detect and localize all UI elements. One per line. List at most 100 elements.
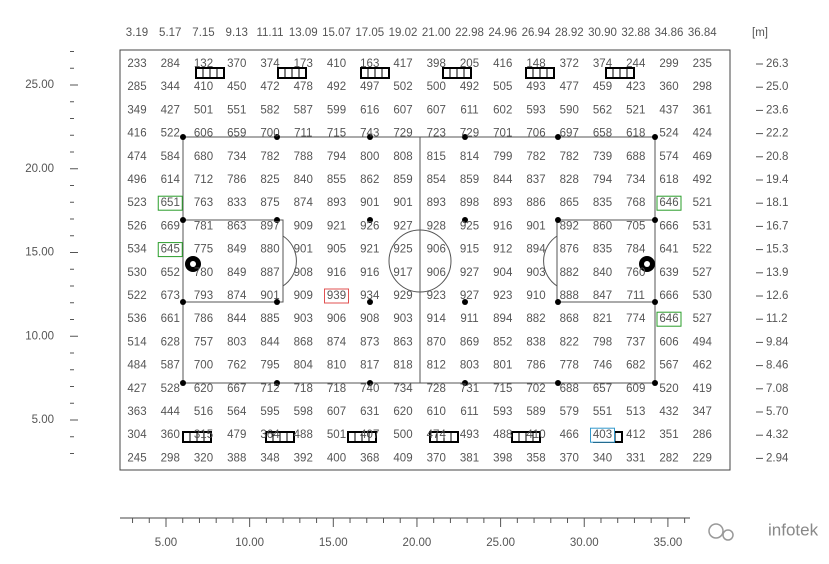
illuminance-value: 493 — [526, 81, 545, 93]
illuminance-value: 917 — [393, 267, 412, 279]
illuminance-value: 530 — [127, 267, 146, 279]
illuminance-value: 774 — [626, 313, 646, 325]
illuminance-value: 763 — [194, 197, 213, 209]
illuminance-value: 400 — [327, 452, 346, 464]
illuminance-value: 551 — [593, 406, 612, 418]
illuminance-value: 500 — [427, 81, 446, 93]
illuminance-value: 921 — [327, 220, 346, 232]
right-axis-label: 13.9 — [766, 267, 788, 279]
illuminance-value: 817 — [360, 360, 379, 372]
illuminance-value: 888 — [560, 290, 579, 302]
illuminance-value: 609 — [626, 383, 645, 395]
illuminance-value: 416 — [493, 58, 512, 70]
illuminance-value: 466 — [560, 429, 579, 441]
illuminance-value: 492 — [460, 81, 479, 93]
illuminance-value: 880 — [260, 244, 279, 256]
illuminance-value: 658 — [593, 128, 612, 140]
illuminance-value: 844 — [493, 174, 513, 186]
illuminance-value: 349 — [127, 104, 146, 116]
illuminance-value: 530 — [693, 290, 712, 302]
illuminance-value: 740 — [360, 383, 379, 395]
illuminance-value: 361 — [693, 104, 712, 116]
illuminance-value: 528 — [161, 383, 180, 395]
illuminance-value: 680 — [194, 151, 213, 163]
illuminance-value: 374 — [260, 58, 280, 70]
illuminance-value: 410 — [327, 58, 346, 70]
highlight-box — [157, 195, 183, 211]
illuminance-value: 914 — [427, 313, 447, 325]
top-axis-label: 34.86 — [655, 27, 684, 39]
illuminance-value: 688 — [626, 151, 645, 163]
illuminance-value: 661 — [161, 313, 180, 325]
illuminance-value: 905 — [327, 244, 346, 256]
illuminance-value: 903 — [393, 313, 412, 325]
illuminance-value: 148 — [526, 58, 545, 70]
illuminance-value: 562 — [593, 104, 612, 116]
illuminance-value: 657 — [593, 383, 612, 395]
illuminance-value: 416 — [127, 128, 146, 140]
right-axis-label: 7.08 — [766, 383, 788, 395]
illuminance-value: 868 — [560, 313, 579, 325]
illuminance-value: 737 — [626, 336, 645, 348]
illuminance-value: 870 — [427, 336, 446, 348]
illuminance-value: 669 — [161, 220, 180, 232]
illuminance-value: 818 — [393, 360, 412, 372]
illuminance-value: 901 — [393, 197, 412, 209]
illuminance-value: 840 — [294, 174, 313, 186]
top-axis-label: 5.17 — [159, 27, 181, 39]
illuminance-value: 534 — [127, 244, 147, 256]
illuminance-value: 705 — [626, 220, 645, 232]
watermark-icon — [708, 523, 734, 541]
illuminance-value: 837 — [526, 174, 545, 186]
right-axis-label: 9.84 — [766, 336, 789, 348]
top-axis-label: 24.96 — [488, 27, 517, 39]
illuminance-value: 233 — [127, 58, 146, 70]
illuminance-value: 916 — [360, 267, 379, 279]
illuminance-value: 775 — [194, 244, 213, 256]
illuminance-value: 874 — [227, 290, 247, 302]
illuminance-value: 513 — [626, 406, 645, 418]
illuminance-value: 682 — [626, 360, 645, 372]
left-axis-label: 10.00 — [25, 330, 54, 342]
left-axis-label: 5.00 — [32, 414, 54, 426]
left-axis-label: 15.00 — [25, 247, 54, 259]
right-axis-label: 5.70 — [766, 406, 788, 418]
illuminance-value: 347 — [693, 406, 712, 418]
illuminance-value: 348 — [260, 452, 279, 464]
right-axis-label: 19.4 — [766, 174, 789, 186]
illuminance-value: 363 — [127, 406, 146, 418]
top-axis-label: 3.19 — [126, 27, 148, 39]
illuminance-value: 477 — [560, 81, 579, 93]
illuminance-value: 132 — [194, 58, 213, 70]
illuminance-value: 912 — [493, 244, 512, 256]
illuminance-value: 908 — [294, 267, 313, 279]
right-axis-label: 25.0 — [766, 81, 788, 93]
illuminance-value: 521 — [626, 104, 645, 116]
illuminance-value: 403 — [593, 429, 612, 441]
illuminance-value: 915 — [460, 244, 479, 256]
right-axis-label: 26.3 — [766, 58, 788, 70]
illuminance-value: 593 — [526, 104, 545, 116]
illuminance-value: 502 — [393, 81, 412, 93]
illuminance-value: 419 — [693, 383, 712, 395]
illuminance-value: 910 — [526, 290, 545, 302]
illuminance-value: 606 — [659, 336, 678, 348]
illuminance-value: 863 — [227, 220, 246, 232]
illuminance-value: 521 — [693, 197, 712, 209]
illuminance-value: 906 — [427, 244, 446, 256]
illuminance-value: 859 — [393, 174, 412, 186]
goal-centers — [190, 261, 650, 267]
bottom-axis-label: 5.00 — [155, 537, 177, 549]
illuminance-value: 860 — [593, 220, 612, 232]
illuminance-value: 284 — [161, 58, 181, 70]
illuminance-value: 331 — [626, 452, 645, 464]
top-axis-label: 26.94 — [522, 27, 551, 39]
illuminance-value: 901 — [260, 290, 279, 302]
top-axis-label: 17.05 — [355, 27, 384, 39]
illuminance-value: 607 — [393, 104, 412, 116]
illuminance-value: 711 — [294, 128, 312, 140]
illuminance-value: 904 — [493, 267, 513, 279]
illuminance-value: 673 — [161, 290, 180, 302]
illuminance-value: 801 — [493, 360, 512, 372]
